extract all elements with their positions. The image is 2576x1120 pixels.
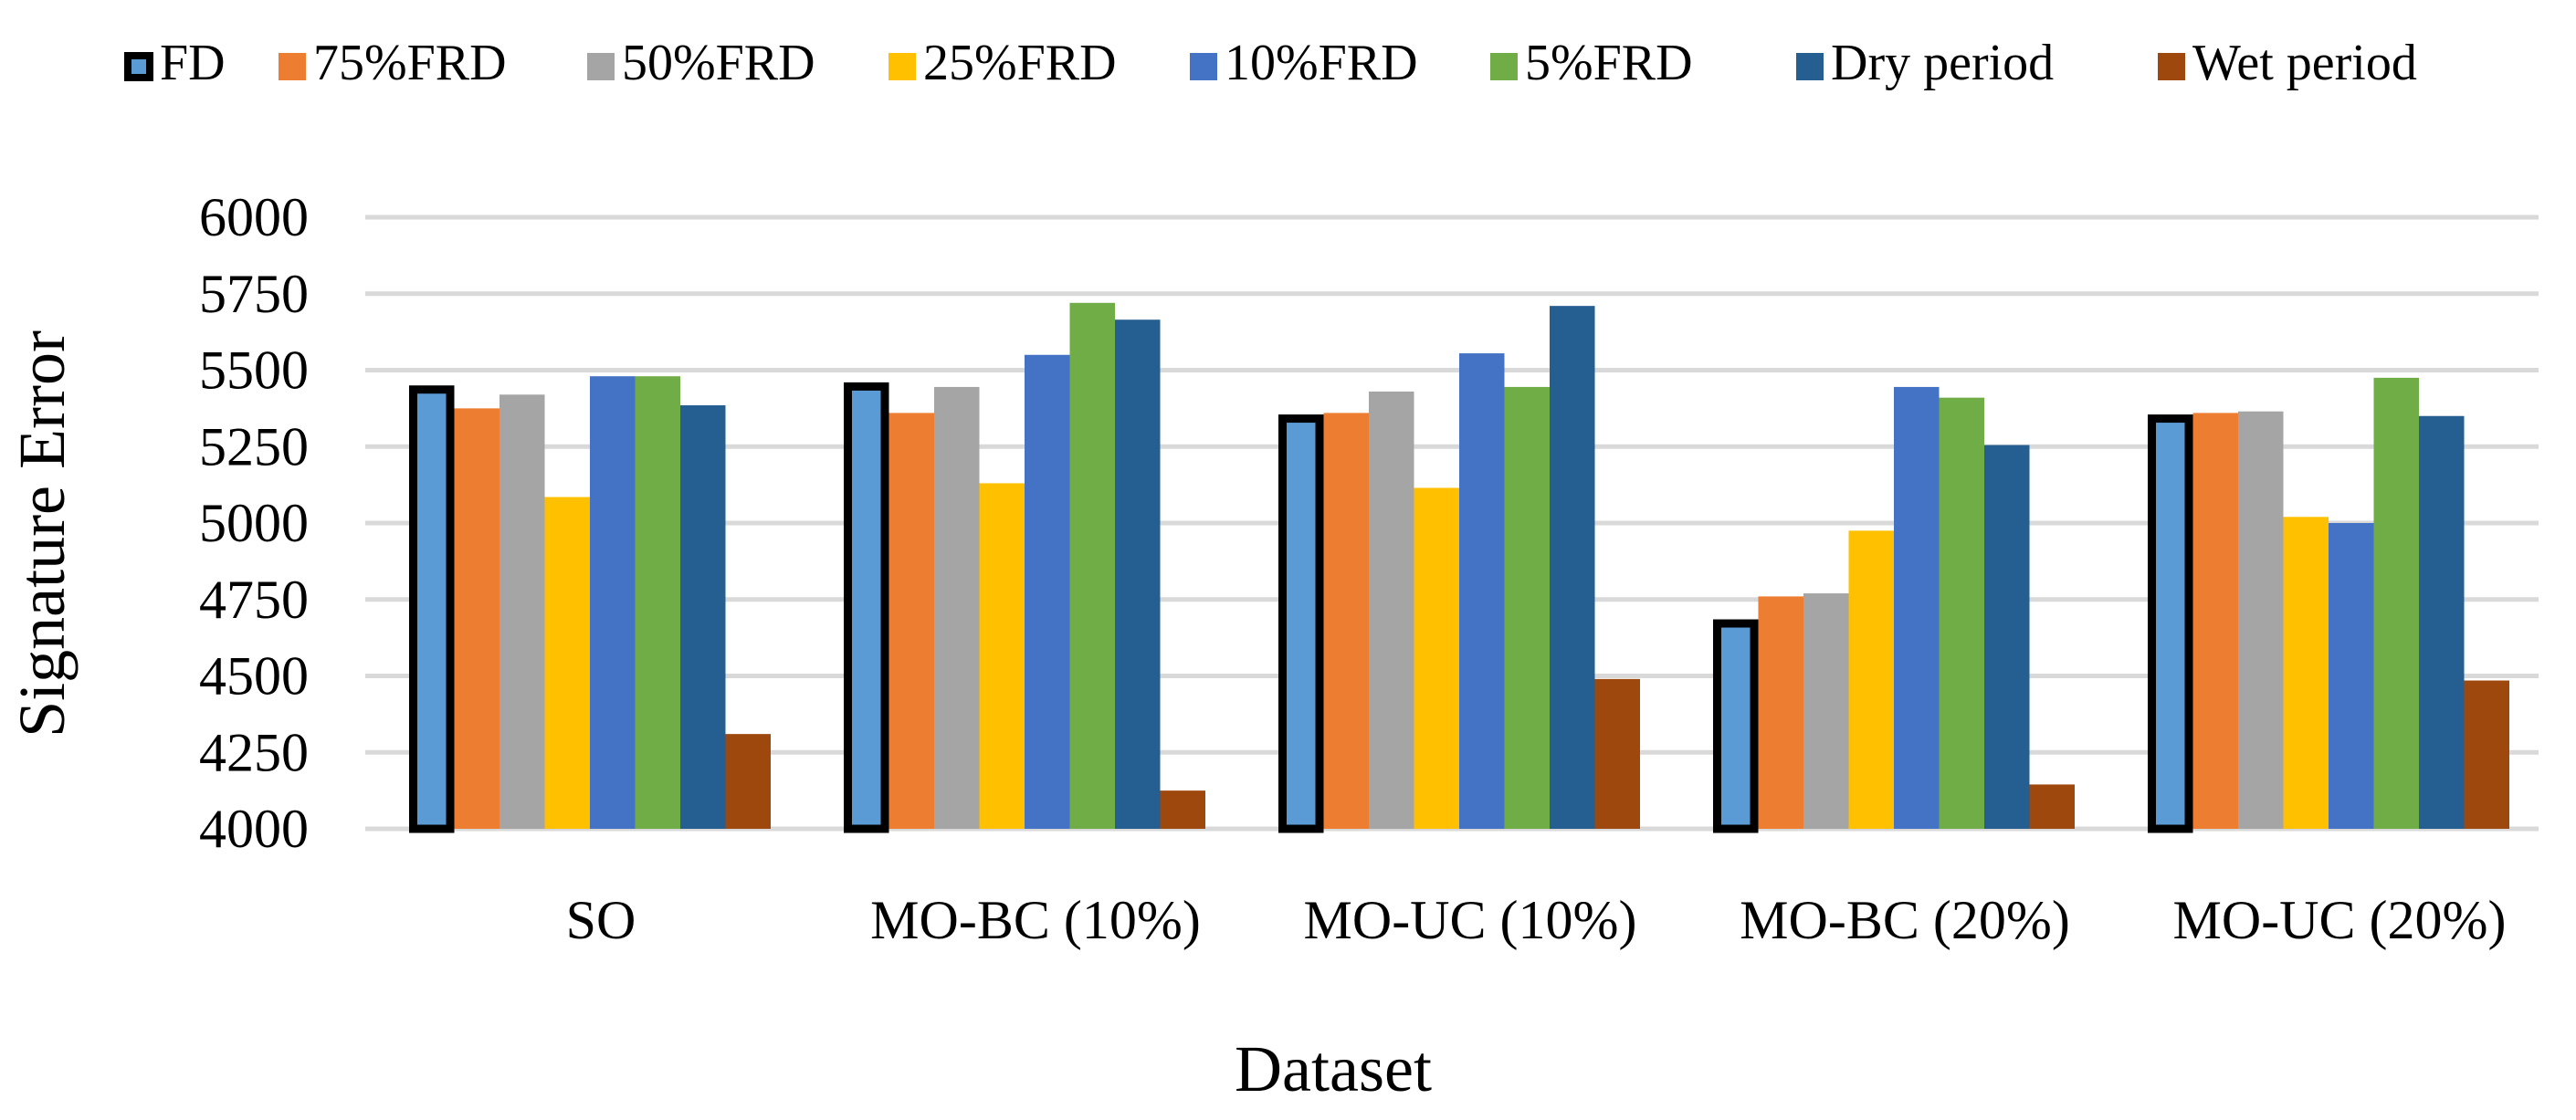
bar-5-frd-4 bbox=[1939, 397, 1984, 829]
bar-10-frd-2 bbox=[1025, 354, 1070, 829]
bar-wet-period-3 bbox=[1594, 678, 1640, 829]
bar-fd-2 bbox=[844, 382, 889, 833]
legend-swatch bbox=[279, 53, 306, 80]
bar-fd-4 bbox=[1713, 619, 1759, 833]
bar-dry-period-2 bbox=[1115, 319, 1161, 830]
bar-5-frd-1 bbox=[635, 376, 680, 829]
y-tick-label: 5750 bbox=[199, 264, 309, 324]
x-category-label: MO-BC (10%) bbox=[870, 890, 1201, 950]
legend-swatch bbox=[1796, 53, 1824, 80]
bar-wet-period-5 bbox=[2464, 680, 2509, 829]
y-tick-label: 4000 bbox=[199, 799, 309, 859]
y-axis-title: Signature Error bbox=[5, 330, 79, 738]
bar-75-frd-2 bbox=[888, 413, 934, 829]
bar-25-frd-4 bbox=[1848, 530, 1894, 829]
legend-label: Wet period bbox=[2192, 35, 2417, 91]
y-tick-label: 5000 bbox=[199, 493, 309, 553]
bar-25-frd-5 bbox=[2283, 517, 2329, 829]
bar-wet-period-4 bbox=[2029, 784, 2075, 829]
y-tick-label: 5500 bbox=[199, 340, 309, 401]
bar-wet-period-1 bbox=[725, 734, 771, 829]
y-axis-ticks: 4000 4250 4500 4750 5000 5250 5500 5750 6000 bbox=[199, 187, 309, 859]
bar-50-frd-5 bbox=[2238, 411, 2284, 829]
legend-label: Dry period bbox=[1831, 35, 2054, 91]
legend-label: 25%FRD bbox=[923, 35, 1117, 91]
legend-swatch bbox=[2158, 53, 2185, 80]
bar-wet-period-2 bbox=[1160, 790, 1205, 829]
bar-5-frd-2 bbox=[1069, 302, 1115, 829]
bar-75-frd-4 bbox=[1758, 596, 1803, 829]
bar-75-frd-3 bbox=[1323, 413, 1369, 829]
bar-25-frd-2 bbox=[979, 483, 1025, 829]
bar-dry-period-4 bbox=[1984, 445, 2030, 829]
legend-swatch bbox=[1490, 53, 1518, 80]
bar-50-frd-4 bbox=[1803, 593, 1849, 829]
y-tick-label: 4750 bbox=[199, 570, 309, 630]
y-tick-label: 6000 bbox=[199, 187, 309, 247]
bar-dry-period-1 bbox=[680, 405, 726, 829]
legend-swatch bbox=[587, 53, 615, 80]
legend-label: FD bbox=[160, 35, 226, 91]
bar-10-frd-3 bbox=[1459, 353, 1505, 829]
bar-50-frd-1 bbox=[499, 394, 545, 829]
bars bbox=[409, 302, 2509, 833]
legend-swatch bbox=[888, 53, 916, 80]
x-category-label: MO-UC (20%) bbox=[2173, 890, 2507, 950]
legend-label: 50%FRD bbox=[622, 35, 815, 91]
bar-dry-period-5 bbox=[2419, 415, 2465, 829]
bar-10-frd-1 bbox=[590, 376, 636, 829]
bar-fd-1 bbox=[409, 385, 455, 833]
bar-10-frd-5 bbox=[2329, 523, 2374, 829]
y-tick-label: 4250 bbox=[199, 722, 309, 782]
x-category-label: MO-BC (20%) bbox=[1740, 890, 2070, 950]
bar-10-frd-4 bbox=[1894, 386, 1940, 829]
bar-fd-5 bbox=[2148, 414, 2193, 833]
bar-50-frd-2 bbox=[934, 386, 980, 829]
legend-label: 10%FRD bbox=[1225, 35, 1418, 91]
bar-75-frd-5 bbox=[2192, 413, 2238, 829]
bar-dry-period-3 bbox=[1550, 306, 1595, 829]
y-tick-label: 5250 bbox=[199, 416, 309, 476]
y-tick-label: 4500 bbox=[199, 646, 309, 707]
x-axis-title: Dataset bbox=[1235, 1032, 1432, 1105]
x-axis-categories: SO MO-BC (10%) MO-UC (10%) MO-BC (20%) MO-UC… bbox=[566, 890, 2507, 950]
bar-5-frd-3 bbox=[1504, 386, 1550, 829]
bar-25-frd-1 bbox=[544, 497, 590, 829]
bar-fd-3 bbox=[1278, 414, 1324, 833]
legend: FD 75%FRD 50%FRD 25%FRD 10%FRD 5%FRD Dry perio… bbox=[124, 35, 2417, 91]
x-category-label: MO-UC (10%) bbox=[1304, 890, 1637, 950]
bar-25-frd-3 bbox=[1414, 487, 1459, 829]
bar-50-frd-3 bbox=[1369, 391, 1414, 829]
legend-label: 75%FRD bbox=[313, 35, 507, 91]
bar-75-frd-1 bbox=[454, 408, 499, 829]
x-category-label: SO bbox=[566, 890, 636, 950]
legend-swatch bbox=[124, 52, 153, 81]
legend-swatch bbox=[1190, 53, 1217, 80]
legend-label: 5%FRD bbox=[1525, 35, 1693, 91]
bar-5-frd-5 bbox=[2373, 377, 2419, 829]
